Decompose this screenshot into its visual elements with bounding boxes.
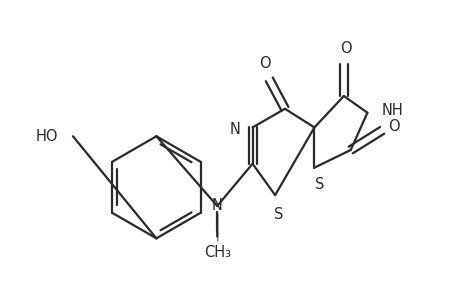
Text: |: | — [215, 230, 218, 241]
Text: N: N — [230, 122, 240, 137]
Text: CH₃: CH₃ — [203, 245, 230, 260]
Text: NH: NH — [381, 103, 402, 118]
Text: O: O — [339, 41, 351, 56]
Text: N: N — [211, 198, 222, 213]
Text: HO: HO — [36, 129, 58, 144]
Text: O: O — [259, 56, 270, 71]
Text: S: S — [314, 178, 323, 193]
Text: O: O — [387, 119, 399, 134]
Text: S: S — [274, 207, 283, 222]
